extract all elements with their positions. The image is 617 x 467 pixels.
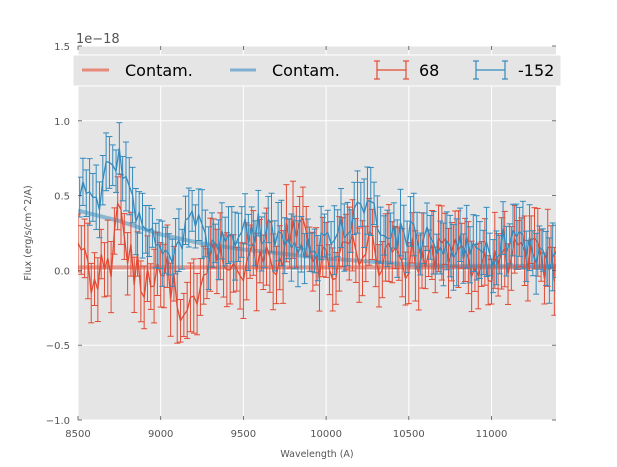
y-tick-label: 1.0 <box>54 117 70 128</box>
series-layer <box>78 122 556 344</box>
x-tick-label: 9000 <box>148 429 173 440</box>
legend-label-minus152: -152 <box>518 61 554 80</box>
legend: Contam. Contam. 68 <box>72 54 562 87</box>
x-tick-label: 8500 <box>65 429 90 440</box>
legend-entry-contam-red: Contam. <box>82 61 193 80</box>
series-minus152 <box>78 122 556 304</box>
x-tick-label: 11000 <box>476 429 508 440</box>
y-tick-label: −0.5 <box>46 341 70 352</box>
errorbar-legend-icon-blue <box>473 60 508 80</box>
x-tick-label: 10000 <box>310 429 342 440</box>
series-line <box>78 201 555 323</box>
errorbar-layer <box>78 122 556 344</box>
series-line <box>79 148 556 271</box>
legend-entry-contam-blue: Contam. <box>230 61 340 80</box>
legend-label-68: 68 <box>419 61 439 80</box>
y-tick-label: 1.5 <box>54 42 70 53</box>
legend-label-contam-blue: Contam. <box>272 61 340 80</box>
x-tick-label: 10500 <box>393 429 425 440</box>
y-tick-label: 0.5 <box>54 192 70 203</box>
y-tick-label: 0.0 <box>54 266 70 277</box>
errorbar-legend-icon-red <box>374 60 409 80</box>
x-axis-label: Wavelength (A) <box>280 449 353 460</box>
legend-entry-minus152: -152 <box>473 60 554 80</box>
legend-label-contam-red: Contam. <box>125 61 193 80</box>
x-tick-label: 9500 <box>231 429 256 440</box>
legend-entry-68: 68 <box>374 60 439 80</box>
axis-ticks: 8500 9000 9500 10000 10500 11000 −1.0 −0.5 0.0 0.… <box>46 42 556 440</box>
y-tick-label: −1.0 <box>46 416 70 427</box>
y-offset-text: 1e−18 <box>76 32 120 47</box>
y-axis-label: Flux (erg/s/cm^2/A) <box>23 185 34 280</box>
